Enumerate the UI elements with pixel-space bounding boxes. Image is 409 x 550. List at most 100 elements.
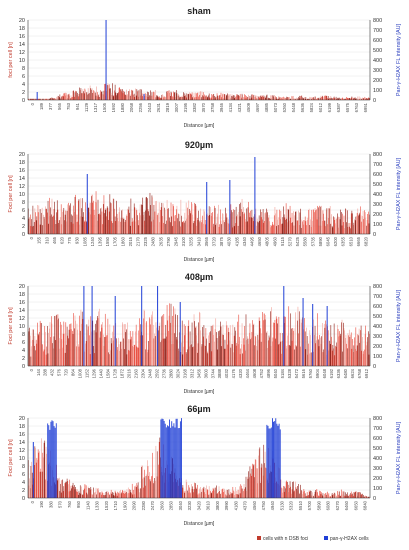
foci-bar	[79, 198, 81, 234]
foci-bar	[30, 226, 32, 234]
foci-bar	[214, 490, 215, 498]
y-axis-title-left: Foci per cell [n]	[8, 307, 14, 345]
y-tick-label-right: 0	[373, 232, 376, 238]
foci-bar	[91, 88, 93, 100]
foci-bar	[340, 98, 341, 100]
foci-bar	[282, 98, 284, 100]
foci-bar	[134, 97, 136, 100]
foci-bar	[109, 494, 111, 498]
x-tick-label: 1395	[98, 236, 103, 246]
foci-bar	[48, 332, 49, 366]
foci-bar	[171, 92, 172, 100]
foci-bar	[333, 96, 335, 100]
x-tick-label: 1440	[99, 368, 104, 378]
foci-bar	[74, 485, 75, 498]
foci-bar	[141, 466, 142, 498]
foci-bar	[237, 344, 239, 366]
h2ax-bar	[165, 427, 167, 498]
foci-bar	[110, 88, 111, 100]
foci-bar	[254, 97, 256, 100]
foci-bar	[31, 346, 32, 366]
foci-bar	[57, 209, 59, 234]
x-tick-label: 6460	[344, 500, 349, 510]
y-tick-label-left: 12	[19, 316, 25, 322]
foci-bar	[70, 203, 71, 234]
foci-bar	[208, 206, 210, 234]
foci-bar	[122, 322, 123, 366]
foci-bar	[131, 493, 132, 498]
foci-bar	[137, 485, 138, 498]
foci-bar	[100, 90, 101, 100]
foci-bar	[296, 220, 297, 234]
foci-bar	[316, 209, 317, 234]
x-tick-label: 190	[39, 500, 44, 508]
x-tick-label: 432	[50, 368, 55, 376]
foci-bar	[369, 333, 370, 366]
foci-bar	[200, 346, 202, 366]
foci-bar	[319, 98, 320, 100]
h2ax-series	[32, 418, 281, 498]
foci-bar	[112, 223, 113, 234]
foci-series	[28, 437, 370, 498]
foci-bar	[267, 98, 268, 100]
foci-bar	[356, 98, 358, 100]
foci-bar	[340, 333, 341, 366]
foci-bar	[306, 327, 307, 366]
foci-bar	[239, 216, 241, 234]
h2ax-spike	[32, 442, 34, 498]
y-tick-label-right: 0	[373, 98, 376, 104]
foci-bar	[37, 449, 39, 498]
foci-bar	[221, 224, 222, 234]
foci-bar	[64, 220, 65, 234]
foci-bar	[175, 209, 177, 234]
foci-bar	[354, 219, 355, 234]
foci-bar	[257, 334, 259, 366]
chart-title: sham	[187, 6, 211, 16]
foci-bar	[206, 351, 208, 366]
foci-bar	[199, 91, 201, 100]
foci-bar	[251, 468, 253, 498]
foci-bar	[185, 95, 186, 100]
h2ax-spike	[312, 304, 314, 366]
foci-bar	[85, 221, 87, 234]
foci-bar	[262, 475, 264, 498]
foci-bar	[348, 98, 349, 100]
foci-bar	[197, 494, 199, 498]
foci-bar	[329, 496, 330, 498]
foci-bar	[75, 194, 76, 234]
h2ax-bar	[275, 418, 277, 498]
foci-bar	[210, 98, 211, 100]
foci-bar	[138, 96, 140, 100]
foci-bar	[232, 324, 234, 366]
foci-bar	[279, 219, 281, 234]
foci-bar	[281, 340, 283, 366]
foci-bar	[256, 225, 257, 234]
foci-bar	[78, 199, 80, 234]
foci-bar	[39, 451, 40, 498]
foci-bar	[100, 331, 101, 366]
foci-bar	[313, 97, 315, 100]
foci-bar	[41, 98, 43, 100]
foci-bar	[177, 93, 179, 100]
x-tick-label: 941	[75, 102, 80, 110]
foci-bar	[98, 94, 99, 100]
foci-bar	[285, 98, 287, 100]
foci-bar	[176, 93, 178, 100]
foci-bar	[250, 210, 251, 234]
h2ax-bar	[172, 426, 174, 498]
foci-bar	[164, 207, 165, 234]
foci-bar	[155, 322, 157, 366]
foci-bar	[211, 94, 213, 100]
foci-bar	[77, 494, 79, 498]
foci-bar	[268, 340, 269, 366]
foci-bar	[66, 94, 68, 100]
foci-bar	[145, 475, 147, 498]
foci-bar	[275, 338, 276, 366]
foci-bar	[95, 332, 97, 366]
foci-bar	[72, 330, 73, 366]
foci-bar	[347, 97, 349, 100]
foci-bar	[308, 495, 309, 498]
foci-bar	[268, 217, 269, 234]
foci-bar	[39, 98, 41, 100]
foci-bar	[92, 92, 94, 100]
